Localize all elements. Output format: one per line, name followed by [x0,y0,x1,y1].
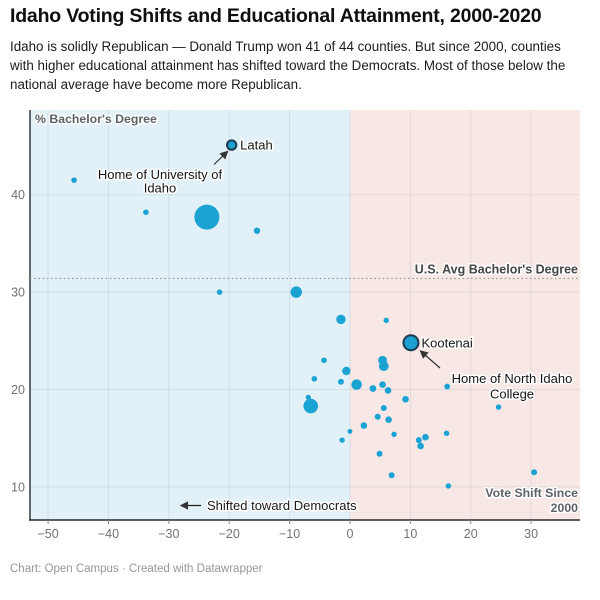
kootenai-note: College [490,387,534,402]
chart-subtitle: Idaho is solidly Republican — Donald Tru… [10,37,598,94]
data-point[interactable] [336,314,346,325]
data-point[interactable] [444,383,451,390]
data-point[interactable] [374,413,381,420]
data-point[interactable] [216,289,223,295]
x-tick-label: −10 [279,527,300,541]
data-point[interactable] [71,177,77,183]
data-point[interactable] [422,433,429,441]
y-tick-label: 20 [11,383,25,397]
chart-subtitle-line: national average have become more Republ… [10,77,302,92]
data-point[interactable] [311,375,318,382]
data-point[interactable] [351,379,362,390]
data-point[interactable] [402,395,409,403]
data-point[interactable] [380,405,387,412]
data-point[interactable] [385,416,392,423]
y-axis-title: % Bachelor's Degree [35,112,157,126]
data-point[interactable] [303,398,319,414]
kootenai-label: Kootenai [421,335,472,350]
data-point[interactable] [337,378,344,385]
data-point[interactable] [376,450,383,457]
latah-arrow [213,150,229,165]
data-point-kootenai[interactable] [402,334,420,352]
data-point[interactable] [383,317,389,324]
y-tick-label: 40 [11,188,25,202]
x-tick-label: 30 [524,527,538,541]
x-tick-label: −50 [38,527,59,541]
data-point[interactable] [384,387,392,394]
chart-credit: Chart: Open Campus · Created with Datawr… [10,563,263,575]
data-point[interactable] [495,404,502,410]
plot-region-shifted-republican [349,110,580,520]
data-point[interactable] [305,394,311,400]
plot-region-shifted-democrat [30,110,350,520]
data-point[interactable] [445,483,452,489]
data-point[interactable] [342,366,351,376]
data-point[interactable] [369,385,377,392]
y-tick-label: 10 [11,480,25,494]
data-point[interactable] [321,357,327,364]
data-point[interactable] [253,227,261,234]
data-point[interactable] [378,361,389,372]
data-point[interactable] [347,428,353,434]
chart-subtitle-line: Idaho is solidly Republican — Donald Tru… [10,39,561,54]
x-tick-label: 0 [347,527,354,541]
data-point[interactable] [415,437,422,444]
x-tick-label: −40 [98,527,119,541]
x-tick-label: 20 [464,527,478,541]
data-point[interactable] [417,442,424,450]
data-point[interactable] [339,437,345,443]
shifted-democrats-label: Shifted toward Democrats [207,498,357,513]
kootenai-note: Home of North Idaho [452,371,573,386]
latah-label: Latah [240,138,273,153]
x-tick-label: −20 [219,527,240,541]
data-point-latah[interactable] [225,139,238,151]
data-point[interactable] [379,381,386,388]
data-point[interactable] [443,430,450,437]
data-point[interactable] [194,204,220,230]
data-point[interactable] [388,472,395,479]
x-axis-title: Vote Shift Since [485,486,578,500]
latah-note: Idaho [144,181,177,196]
x-tick-label: −30 [158,527,179,541]
latah-note: Home of University of [98,167,223,182]
data-point[interactable] [143,209,149,216]
x-tick-label: 10 [403,527,417,541]
data-point[interactable] [290,286,302,298]
us-avg-label: U.S. Avg Bachelor's Degree [415,262,578,276]
x-axis-title: 2000 [551,501,579,515]
kootenai-arrow [419,350,441,369]
data-point[interactable] [531,469,538,476]
data-point[interactable] [391,431,397,437]
y-tick-label: 30 [11,286,25,300]
chart-subtitle-line: with higher educational attainment has s… [10,58,566,73]
data-point[interactable] [360,422,368,429]
chart-title: Idaho Voting Shifts and Educational Atta… [10,5,542,27]
